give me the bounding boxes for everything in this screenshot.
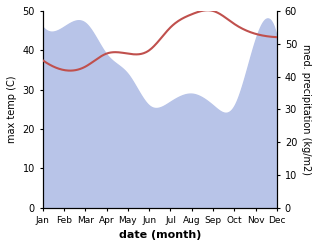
Y-axis label: max temp (C): max temp (C) [7, 76, 17, 143]
Y-axis label: med. precipitation (kg/m2): med. precipitation (kg/m2) [301, 44, 311, 175]
X-axis label: date (month): date (month) [119, 230, 201, 240]
